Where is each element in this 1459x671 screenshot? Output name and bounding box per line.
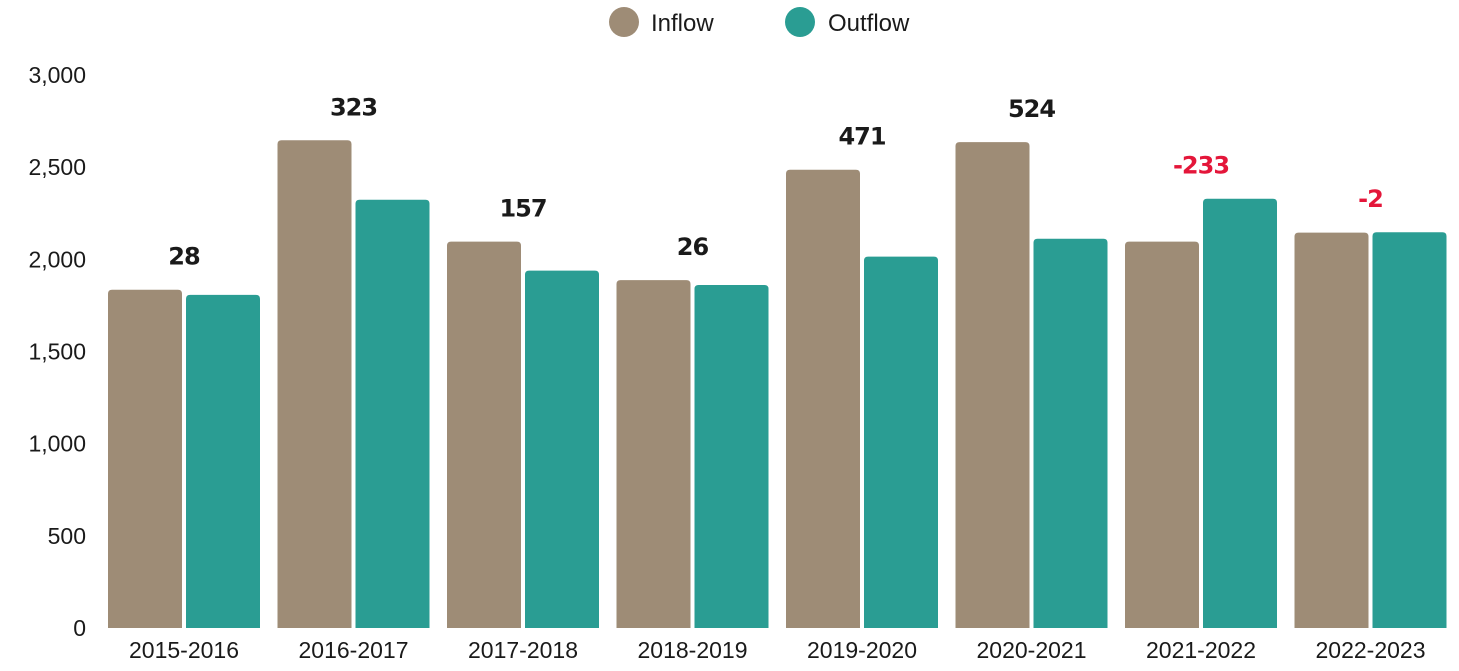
bar-outflow-2015-2016 (186, 294, 260, 628)
net-label-2018-2019: 26 (677, 233, 709, 261)
bar-outflow-2016-2017 (355, 199, 430, 628)
x-tick-label: 2022-2023 (1316, 637, 1426, 663)
bar-inflow-2018-2019 (616, 280, 691, 628)
net-label-2019-2020: 471 (838, 123, 885, 151)
x-tick-label: 2018-2019 (638, 637, 748, 663)
y-tick-label: 1,500 (28, 339, 86, 365)
net-label-2016-2017: 323 (330, 93, 377, 121)
net-annotations: 28 323 157 26 471 524 -233 -2 (168, 93, 1384, 271)
x-tick-label: 2017-2018 (468, 637, 578, 663)
y-tick-label: 2,500 (28, 154, 86, 180)
legend-swatch-inflow (609, 7, 639, 37)
net-label-2022-2023: -2 (1358, 185, 1383, 213)
bars (108, 140, 1447, 629)
x-tick-label: 2021-2022 (1146, 637, 1256, 663)
bar-inflow-2016-2017 (277, 140, 352, 628)
bar-outflow-2017-2018 (525, 270, 599, 628)
y-tick-label: 3,000 (28, 62, 86, 88)
legend-label: Inflow (651, 10, 714, 37)
net-label-2021-2022: -233 (1173, 152, 1229, 180)
y-tick-label: 2,000 (28, 246, 86, 272)
legend-item-inflow: Inflow (609, 7, 714, 37)
y-tick-label: 500 (48, 523, 86, 549)
y-axis: 0 500 1,000 1,500 2,000 2,500 3,000 (28, 62, 86, 641)
net-label-2020-2021: 524 (1008, 95, 1055, 123)
legend: Inflow Outflow (609, 7, 910, 37)
x-axis: 2015-2016 2016-2017 2017-2018 2018-2019 2019… (129, 637, 1426, 663)
bar-inflow-2022-2023 (1294, 232, 1369, 629)
bar-outflow-2022-2023 (1372, 232, 1447, 628)
net-label-2015-2016: 28 (168, 243, 200, 271)
bar-inflow-2020-2021 (955, 142, 1030, 628)
bar-inflow-2021-2022 (1125, 241, 1199, 628)
legend-item-outflow: Outflow (785, 7, 910, 37)
legend-label: Outflow (828, 10, 910, 37)
x-tick-label: 2015-2016 (129, 637, 239, 663)
bar-inflow-2015-2016 (108, 289, 182, 628)
net-label-2017-2018: 157 (499, 195, 546, 223)
x-tick-label: 2020-2021 (977, 637, 1087, 663)
y-tick-label: 1,000 (28, 431, 86, 457)
y-tick-label: 0 (73, 615, 86, 641)
bar-inflow-2019-2020 (786, 169, 860, 629)
bar-outflow-2020-2021 (1033, 238, 1108, 629)
x-tick-label: 2019-2020 (807, 637, 917, 663)
bar-inflow-2017-2018 (447, 241, 521, 628)
bar-outflow-2021-2022 (1203, 198, 1277, 628)
legend-swatch-outflow (785, 7, 815, 37)
bar-outflow-2018-2019 (694, 284, 769, 628)
x-tick-label: 2016-2017 (299, 637, 409, 663)
bar-outflow-2019-2020 (864, 256, 938, 628)
